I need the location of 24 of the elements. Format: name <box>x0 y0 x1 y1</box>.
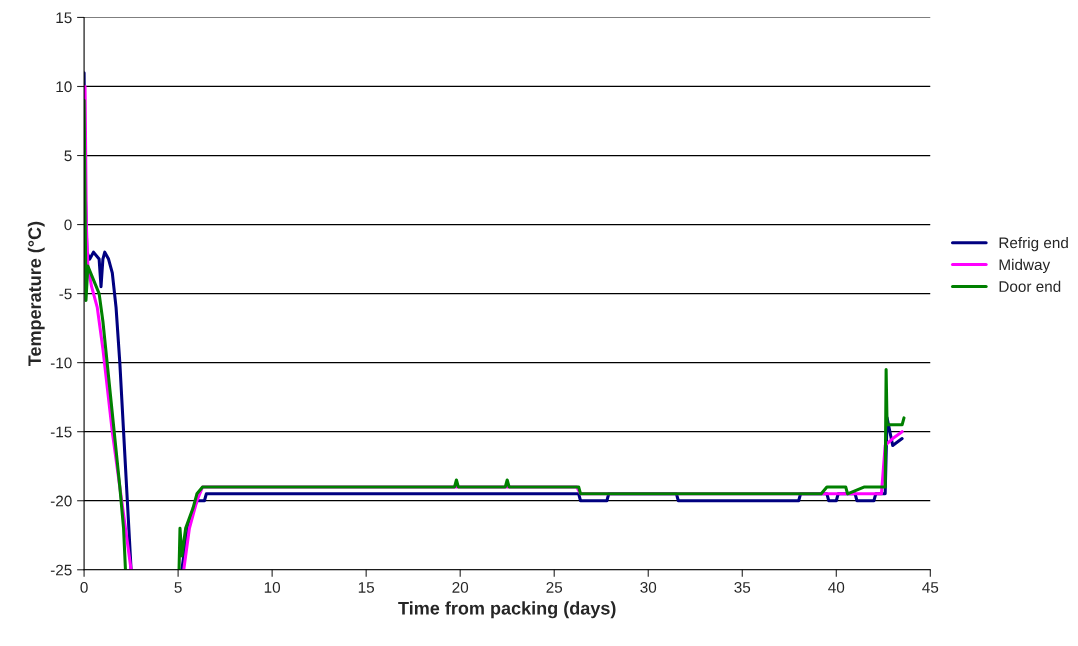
legend-label: Refrig end <box>999 236 1068 252</box>
x-tick-label: 10 <box>264 581 281 593</box>
x-tick-label: 40 <box>828 581 845 593</box>
y-tick-label: -10 <box>50 357 72 369</box>
legend-label: Door end <box>999 280 1061 292</box>
x-tick-label: 30 <box>640 581 657 593</box>
y-axis-title: Temperature (°C) <box>27 221 45 367</box>
y-tick-label: 0 <box>64 219 72 231</box>
x-tick-label: 45 <box>922 582 939 593</box>
x-tick-label: 15 <box>358 582 375 593</box>
x-axis-title: Time from packing (days) <box>398 601 616 619</box>
y-tick-label: -20 <box>50 495 72 507</box>
y-tick-label: -15 <box>50 426 72 438</box>
y-tick-label: 15 <box>56 12 72 24</box>
x-tick-label: 20 <box>452 581 469 593</box>
y-tick-label: -25 <box>50 564 72 576</box>
x-tick-label: 0 <box>80 581 88 593</box>
y-tick-label: 10 <box>56 81 72 93</box>
legend-label: Midway <box>999 258 1051 274</box>
y-tick-label: -5 <box>59 288 72 300</box>
x-tick-label: 25 <box>546 581 563 593</box>
x-tick-label: 35 <box>734 581 751 593</box>
y-tick-label: 5 <box>64 150 72 162</box>
x-tick-label: 5 <box>174 582 182 593</box>
